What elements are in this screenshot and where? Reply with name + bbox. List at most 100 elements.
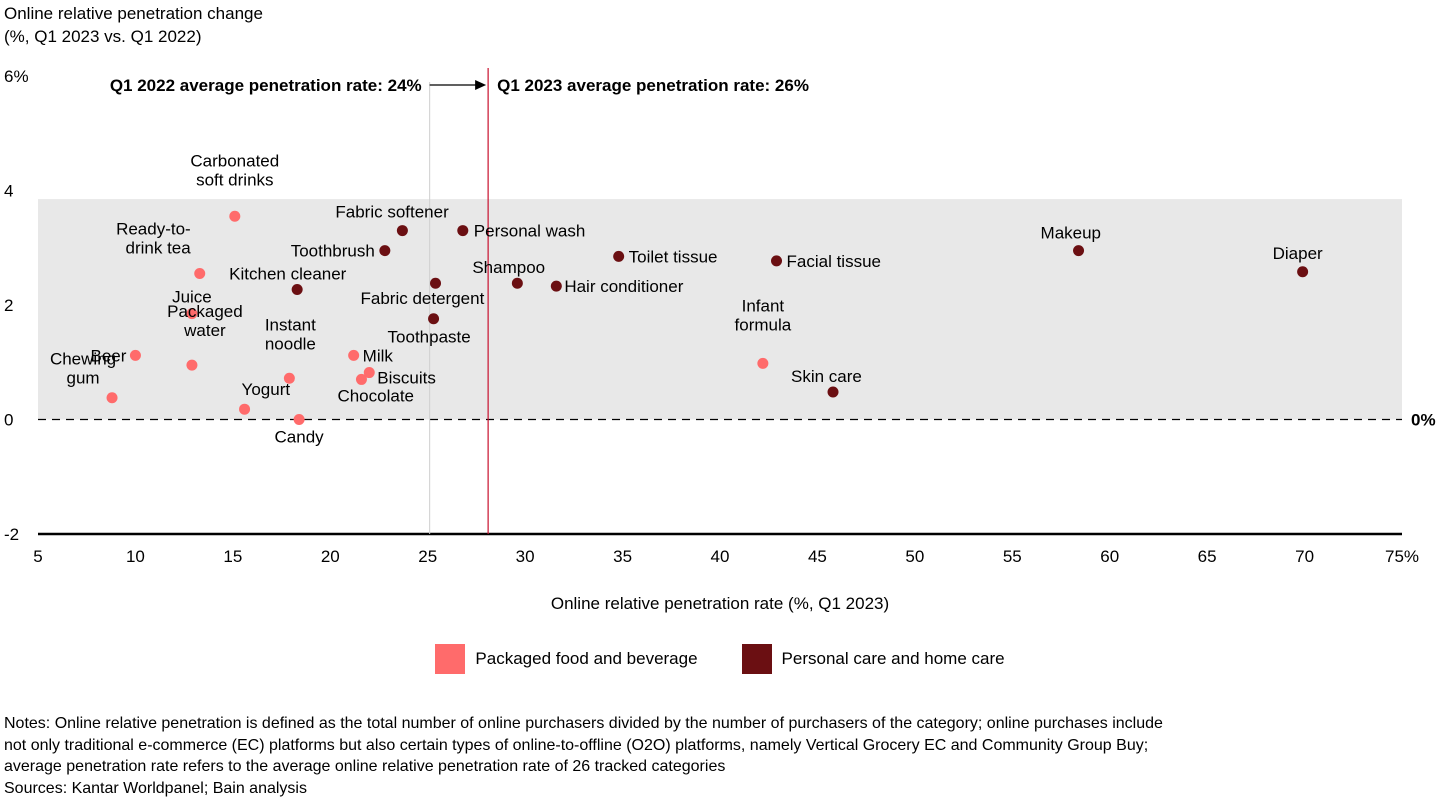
point-biscuits (363, 367, 375, 379)
point-label-infant-formula-2: formula (735, 315, 792, 334)
point-packaged-water (186, 359, 198, 371)
reference-label-q1-2023: Q1 2023 average penetration rate: 26% (497, 76, 809, 95)
point-label-facial-tissue: Facial tissue (787, 252, 881, 271)
point-label-instant-noodle-1: Instant (265, 315, 316, 334)
point-label-ready-to-drink-tea-2: drink tea (126, 239, 192, 258)
point-kitchen-cleaner (291, 284, 303, 296)
point-label-fabric-detergent: Fabric detergent (361, 289, 485, 308)
x-tick-label-10: 10 (126, 547, 145, 566)
point-label-personal-wash: Personal wash (474, 222, 586, 241)
point-label-instant-noodle-2: noodle (265, 334, 316, 353)
point-label-toothpaste: Toothpaste (388, 328, 471, 347)
point-label-ready-to-drink-tea-1: Ready-to- (116, 220, 191, 239)
point-makeup (1073, 245, 1085, 257)
point-carbonated-soft-drinks (229, 210, 241, 222)
point-label-diaper: Diaper (1273, 244, 1323, 263)
point-label-candy: Candy (275, 428, 325, 447)
point-label-toothbrush: Toothbrush (291, 242, 375, 261)
y-tick-label-4: 4 (4, 182, 13, 201)
legend: Packaged food and beverage Personal care… (0, 644, 1440, 674)
y-axis-title-line-2: (%, Q1 2023 vs. Q1 2022) (4, 27, 202, 46)
point-label-makeup: Makeup (1041, 224, 1101, 243)
point-label-beer: Beer (91, 346, 127, 365)
point-label-yogurt: Yogurt (242, 380, 291, 399)
legend-item-packaged-food: Packaged food and beverage (435, 644, 698, 674)
point-skin-care (827, 386, 839, 398)
legend-label-personal-care: Personal care and home care (781, 649, 1005, 668)
point-toothpaste (428, 313, 440, 325)
point-label-packaged-water-1: Packaged (167, 302, 243, 321)
point-beer (129, 349, 141, 361)
x-tick-label-70: 70 (1295, 547, 1314, 566)
point-yogurt (239, 403, 251, 415)
point-label-carbonated-soft-drinks-2: soft drinks (196, 170, 273, 189)
point-toilet-tissue (613, 250, 625, 262)
point-label-skin-care: Skin care (791, 367, 862, 386)
notes-line-1: Notes: Online relative penetration is de… (4, 715, 1163, 732)
x-axis-title: Online relative penetration rate (%, Q1 … (551, 594, 889, 613)
y-axis-title-line-1: Online relative penetration change (4, 4, 263, 23)
legend-swatch-packaged-food (435, 644, 466, 674)
y-axis-title: Online relative penetration change (%, Q… (4, 2, 263, 48)
point-personal-wash (457, 225, 469, 237)
point-facial-tissue (771, 255, 783, 267)
x-tick-label-50: 50 (905, 547, 924, 566)
point-ready-to-drink-tea (194, 268, 206, 280)
point-label-kitchen-cleaner: Kitchen cleaner (229, 265, 347, 284)
point-chewing-gum (106, 392, 118, 404)
point-diaper (1297, 266, 1309, 278)
y-tick-label-2: 2 (4, 296, 13, 315)
point-label-carbonated-soft-drinks-1: Carbonated (190, 151, 279, 170)
point-label-packaged-water-2: water (183, 321, 226, 340)
reference-label-q1-2022: Q1 2022 average penetration rate: 24% (110, 76, 422, 95)
notes: Notes: Online relative penetration is de… (4, 713, 1438, 799)
point-infant-formula (757, 357, 769, 369)
point-label-chewing-gum-1: Chewing (50, 350, 116, 369)
point-label-toilet-tissue: Toilet tissue (629, 247, 718, 266)
point-hair-conditioner (550, 280, 562, 292)
point-label-milk: Milk (363, 346, 394, 365)
sources-line: Sources: Kantar Worldpanel; Bain analysi… (4, 779, 307, 797)
point-shampoo (511, 277, 523, 289)
notes-line-3: average penetration rate refers to the a… (4, 758, 726, 775)
point-toothbrush (379, 245, 391, 257)
zero-line-label: 0% (1411, 411, 1436, 430)
point-label-chewing-gum-2: gum (67, 369, 100, 388)
shift-arrow-head (475, 80, 487, 90)
x-tick-label-25: 25 (418, 547, 437, 566)
point-milk (348, 349, 360, 361)
y-tick-label-6: 6% (4, 67, 29, 86)
x-tick-label-45: 45 (808, 547, 827, 566)
point-label-hair-conditioner: Hair conditioner (564, 277, 683, 296)
x-tick-label-60: 60 (1100, 547, 1119, 566)
x-tick-label-15: 15 (223, 547, 242, 566)
point-label-juice: Juice (172, 288, 212, 307)
legend-label-packaged-food: Packaged food and beverage (475, 649, 698, 668)
legend-swatch-personal-care (741, 644, 772, 674)
point-fabric-detergent (430, 277, 442, 289)
x-tick-label-55: 55 (1003, 547, 1022, 566)
scatter-chart: 0% 5 10 15 20 25 30 35 40 45 50 55 60 65 70 75% -2 0 2 4 6% Q… (4, 67, 1436, 613)
notes-line-2: not only traditional e-commerce (EC) pla… (4, 736, 1149, 754)
point-label-shampoo: Shampoo (472, 258, 545, 277)
x-tick-label-65: 65 (1198, 547, 1217, 566)
x-tick-label-40: 40 (711, 547, 730, 566)
point-label-infant-formula-1: Infant (742, 296, 785, 315)
point-label-fabric-softener: Fabric softener (335, 203, 449, 222)
point-candy (293, 414, 305, 425)
point-label-chocolate: Chocolate (337, 386, 414, 405)
point-fabric-softener (396, 225, 408, 237)
shaded-band (38, 199, 1402, 420)
point-instant-noodle (283, 372, 295, 384)
x-tick-label-30: 30 (516, 547, 535, 566)
point-label-biscuits: Biscuits (377, 369, 436, 388)
x-tick-label-20: 20 (321, 547, 340, 566)
point-juice (186, 308, 198, 320)
y-tick-label--2: -2 (4, 525, 19, 544)
point-chocolate (355, 373, 367, 385)
y-tick-label-0: 0 (4, 411, 13, 430)
legend-item-personal-care: Personal care and home care (741, 644, 1005, 674)
x-tick-label-75: 75% (1385, 547, 1419, 566)
x-tick-label-35: 35 (613, 547, 632, 566)
x-tick-label-5: 5 (33, 547, 42, 566)
